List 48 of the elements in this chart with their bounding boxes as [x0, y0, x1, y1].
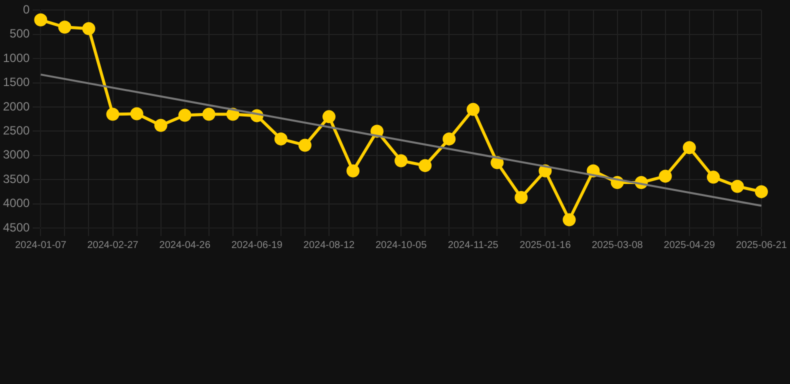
point: [178, 108, 192, 122]
point: [658, 170, 672, 183]
y-tick-label: 2000: [2, 99, 30, 114]
y-tick-label: 4000: [2, 196, 30, 210]
point: [130, 107, 144, 120]
y-tick-label: 2500: [2, 124, 30, 138]
point: [706, 170, 720, 184]
point: [730, 180, 744, 193]
point: [514, 191, 528, 204]
point: [298, 138, 312, 152]
point: [466, 102, 480, 116]
x-tick-label: 2025-01-16: [520, 240, 572, 251]
x-tick-label: 2024-01-07: [15, 240, 67, 251]
y-tick-label: 0: [23, 2, 30, 17]
point: [682, 141, 696, 154]
x-tick-label: 2024-06-19: [231, 240, 283, 251]
point: [754, 185, 768, 198]
y-tick-label: 3000: [2, 148, 30, 162]
x-tick-label: 2024-02-27: [87, 240, 139, 251]
x-tick-label: 2025-04-29: [664, 240, 716, 251]
x-tick-label: 2024-08-12: [303, 240, 355, 251]
point: [370, 124, 384, 138]
point: [226, 108, 240, 121]
point: [394, 154, 408, 168]
x-tick-label: 2024-10-05: [375, 240, 428, 251]
y-tick-label: 1000: [2, 50, 30, 65]
x-tick-label: 2024-11-25: [448, 240, 499, 251]
x-tick-label: 2025-03-08: [592, 240, 644, 251]
x-tick-label: 2025-06-21: [736, 240, 788, 251]
point: [562, 213, 576, 226]
point: [58, 20, 72, 34]
point: [538, 164, 552, 178]
point: [202, 108, 216, 121]
point: [106, 108, 120, 121]
point: [418, 159, 432, 172]
point: [442, 132, 456, 146]
y-tick-label: 500: [10, 26, 30, 41]
point: [346, 164, 360, 178]
y-tick-label: 4500: [2, 220, 30, 234]
y-tick-label: 1500: [2, 75, 30, 90]
y-tick-label: 3500: [2, 172, 30, 186]
point: [490, 156, 504, 170]
x-tick-label: 2024-04-26: [159, 240, 211, 251]
point: [154, 118, 168, 132]
point: [322, 110, 336, 124]
point: [34, 13, 48, 26]
point: [82, 22, 96, 36]
point: [274, 132, 288, 146]
